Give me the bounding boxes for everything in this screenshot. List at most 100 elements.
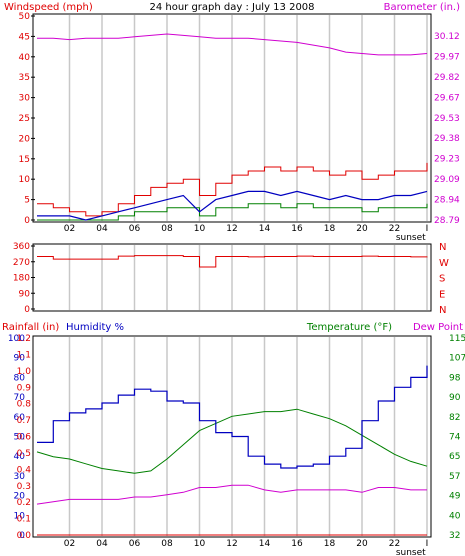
x-tick-label: 10 xyxy=(194,224,206,234)
barometer-tick-label: 28.94 xyxy=(434,196,460,206)
x-tick-label: 12 xyxy=(226,224,237,234)
rainfall-tick-label: 0.4 xyxy=(17,465,32,475)
humidity-temp-grid xyxy=(68,337,428,536)
wind-average-line xyxy=(37,190,428,221)
x-tick-label: 18 xyxy=(324,539,336,549)
temperature-tick-label: 98 xyxy=(449,373,461,383)
barometer-axis-title: Barometer (in.) xyxy=(384,2,460,13)
wind-gust-line xyxy=(37,162,428,217)
x-tick-label: 16 xyxy=(291,539,303,549)
windspeed-tick-label: 15 xyxy=(19,155,30,165)
temperature-tick-label: 74 xyxy=(449,433,461,443)
x-tick-label: 14 xyxy=(259,224,271,234)
x-tick-label: 02 xyxy=(64,539,75,549)
x-tick-label: 16 xyxy=(291,224,303,234)
humidity-tick-label: 70 xyxy=(14,393,26,403)
x-tick-label: 20 xyxy=(356,539,368,549)
temperature-tick-label: 90 xyxy=(449,393,461,403)
x-tick-label: 06 xyxy=(129,224,141,234)
sunset-marker-label: sunset xyxy=(396,233,426,243)
humidity-tick-label: 100 xyxy=(8,334,25,344)
x-tick-label: 12 xyxy=(226,539,237,549)
direction-tick-label: 180 xyxy=(13,274,30,284)
dewpoint-line xyxy=(36,484,427,505)
windspeed-tick-label: 0 xyxy=(24,216,30,226)
rainfall-tick-label: 0.8 xyxy=(17,400,32,410)
temperature-axis-title: Temperature (°F) xyxy=(306,322,392,333)
temperature-tick-label: 49 xyxy=(449,492,461,502)
windspeed-tick-label: 5 xyxy=(24,196,30,206)
rainfall-axis-title: Rainfall (in) xyxy=(2,322,59,333)
rainfall-tick-label: 0.6 xyxy=(17,433,32,443)
compass-label: N xyxy=(439,305,446,316)
barometer-tick-label: 29.53 xyxy=(434,114,460,124)
x-tick-label: 22 xyxy=(389,224,400,234)
windspeed-tick-label: 45 xyxy=(19,32,30,42)
rainfall-tick-label: 1.2 xyxy=(17,334,31,344)
humidity-axis-title: Humidity % xyxy=(66,322,124,333)
humidity-tick-label: 80 xyxy=(14,373,26,383)
direction-grid xyxy=(68,245,428,310)
direction-tick-label: 0 xyxy=(24,305,30,315)
dewpoint-axis-title: Dew Point xyxy=(413,322,463,333)
humidity-tick-label: 20 xyxy=(14,492,26,502)
wind-direction-line xyxy=(37,255,428,268)
direction-tick-label: 90 xyxy=(19,289,31,299)
temperature-tick-label: 32 xyxy=(449,531,460,541)
barometer-tick-label: 28.79 xyxy=(434,216,460,226)
wind-speed-line xyxy=(37,203,428,221)
windspeed-tick-label: 40 xyxy=(19,53,31,63)
temperature-tick-label: 40 xyxy=(449,511,461,521)
humidity-tick-label: 10 xyxy=(14,511,26,521)
wind-baro-grid xyxy=(68,15,428,221)
temperature-tick-label: 65 xyxy=(449,452,460,462)
barometer-tick-label: 29.09 xyxy=(434,175,460,185)
temperature-tick-label: 107 xyxy=(449,354,465,364)
rainfall-tick-label: 0.2 xyxy=(17,498,31,508)
compass-label: W xyxy=(439,258,449,269)
x-tick-label: 04 xyxy=(96,224,108,234)
compass-label: E xyxy=(439,289,445,300)
rainfall-tick-label: 0.5 xyxy=(17,449,31,459)
humidity-line xyxy=(37,365,428,469)
rainfall-tick-label: 0.9 xyxy=(17,383,32,393)
barometer-tick-label: 30.12 xyxy=(434,32,460,42)
humidity-tick-label: 50 xyxy=(14,433,26,443)
barometer-tick-label: 29.82 xyxy=(434,73,460,83)
rainfall-tick-label: 0.7 xyxy=(17,416,31,426)
graph-title: 24 hour graph day : July 13 2008 xyxy=(149,2,314,13)
barometer-tick-label: 29.38 xyxy=(434,134,460,144)
windspeed-tick-label: 35 xyxy=(19,73,30,83)
x-tick-label: I xyxy=(426,539,429,549)
x-tick-label: 08 xyxy=(161,224,173,234)
x-tick-label: 10 xyxy=(194,539,206,549)
sunset-marker-label: sunset xyxy=(396,548,426,556)
humidity-tick-label: 0 xyxy=(19,531,25,541)
windspeed-tick-label: 25 xyxy=(19,114,30,124)
rainfall-tick-label: 1.1 xyxy=(17,350,31,360)
rainfall-tick-label: 0.3 xyxy=(17,482,31,492)
x-tick-label: 06 xyxy=(129,539,141,549)
windspeed-tick-label: 20 xyxy=(19,134,31,144)
rainfall-tick-label: 1.0 xyxy=(17,367,32,377)
temperature-tick-label: 82 xyxy=(449,413,460,423)
x-tick-label: 02 xyxy=(64,224,75,234)
windspeed-tick-label: 10 xyxy=(19,175,31,185)
x-tick-label: 14 xyxy=(259,539,271,549)
barometer-tick-label: 29.23 xyxy=(434,155,460,165)
windspeed-tick-label: 30 xyxy=(19,94,31,104)
x-tick-label: 18 xyxy=(324,224,336,234)
windspeed-axis-title: Windspeed (mph) xyxy=(4,2,93,13)
humidity-tick-label: 40 xyxy=(14,452,26,462)
temperature-tick-label: 57 xyxy=(449,472,460,482)
x-tick-label: 04 xyxy=(96,539,108,549)
rainfall-tick-label: 0.1 xyxy=(17,515,31,525)
humidity-tick-label: 60 xyxy=(14,413,26,423)
barometer-tick-label: 29.67 xyxy=(434,93,460,103)
compass-label: S xyxy=(439,274,445,285)
x-tick-label: I xyxy=(426,224,429,234)
direction-tick-label: 360 xyxy=(13,242,30,252)
